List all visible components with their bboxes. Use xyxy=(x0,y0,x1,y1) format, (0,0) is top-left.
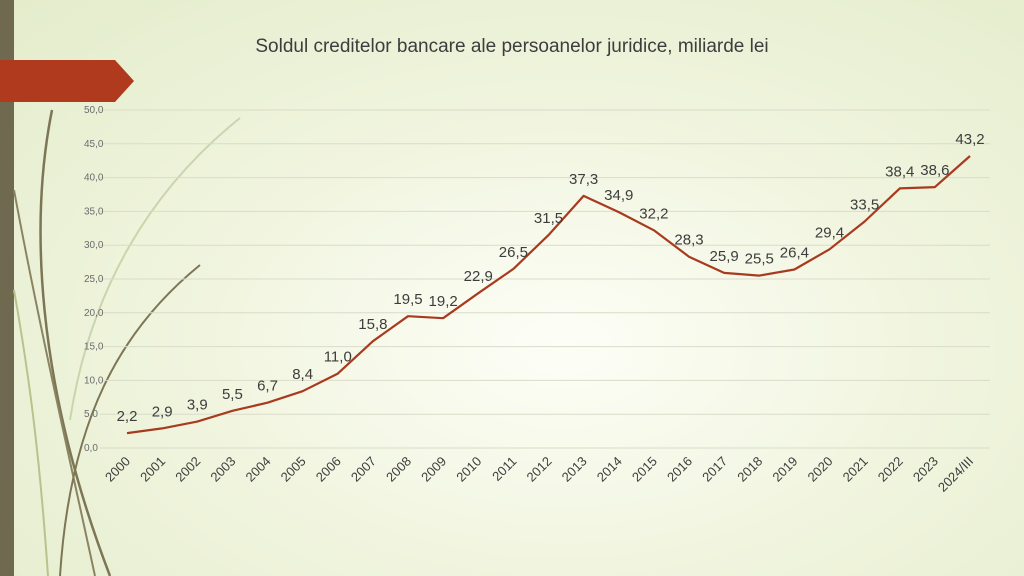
x-tick-label: 2018 xyxy=(734,454,765,485)
y-tick-label: 25,0 xyxy=(84,274,104,285)
x-tick-label: 2011 xyxy=(489,454,519,484)
x-tick-label: 2015 xyxy=(629,454,660,485)
data-label: 19,5 xyxy=(393,291,422,308)
x-tick-label: 2006 xyxy=(313,454,344,485)
data-label: 33,5 xyxy=(850,197,879,214)
y-tick-label: 5,0 xyxy=(84,409,98,420)
x-tick-label: 2002 xyxy=(172,454,203,485)
chart-title: Soldul creditelor bancare ale persoanelo… xyxy=(255,36,769,57)
data-label: 31,5 xyxy=(534,210,563,227)
y-tick-label: 50,0 xyxy=(84,105,104,116)
x-tick-label: 2024/III xyxy=(935,454,976,495)
y-tick-label: 45,0 xyxy=(84,139,104,150)
data-label: 32,2 xyxy=(639,205,668,222)
y-tick-label: 0,0 xyxy=(84,443,98,454)
data-label: 11,0 xyxy=(324,349,352,366)
data-label: 25,5 xyxy=(745,251,774,268)
red-arrow-decoration xyxy=(0,60,134,102)
data-label: 26,5 xyxy=(499,244,528,261)
x-tick-label: 2023 xyxy=(910,454,941,485)
data-label: 5,5 xyxy=(222,386,243,403)
x-tick-label: 2022 xyxy=(875,454,906,485)
x-tick-label: 2013 xyxy=(559,454,590,485)
y-tick-label: 30,0 xyxy=(84,240,104,251)
y-tick-label: 10,0 xyxy=(84,375,104,386)
y-tick-label: 40,0 xyxy=(84,173,104,184)
data-label: 29,4 xyxy=(815,224,844,241)
data-label: 43,2 xyxy=(955,131,984,148)
x-tick-label: 2019 xyxy=(769,454,800,485)
data-label: 6,7 xyxy=(257,378,278,395)
x-tick-label: 2008 xyxy=(383,454,414,485)
x-tick-label: 2016 xyxy=(664,454,695,485)
data-label: 28,3 xyxy=(674,232,703,249)
x-tick-label: 2021 xyxy=(840,454,871,485)
x-tick-label: 2003 xyxy=(207,454,238,485)
data-label: 2,9 xyxy=(152,403,173,420)
data-label: 26,4 xyxy=(780,245,809,262)
x-tick-label: 2012 xyxy=(524,454,555,485)
decorative-curves xyxy=(13,109,241,576)
side-decoration-bar xyxy=(0,0,14,576)
decorative-curve xyxy=(13,289,49,576)
x-tick-label: 2005 xyxy=(278,454,309,485)
data-label: 34,9 xyxy=(604,187,633,204)
data-label: 19,2 xyxy=(429,293,458,310)
data-label: 38,6 xyxy=(920,162,949,179)
decorative-curve xyxy=(39,109,112,576)
data-label: 2,2 xyxy=(117,408,138,425)
x-tick-label: 2020 xyxy=(805,454,836,485)
decorative-curve xyxy=(69,117,241,421)
x-tick-label: 2000 xyxy=(102,454,133,485)
y-tick-label: 15,0 xyxy=(84,342,104,353)
x-tick-label: 2009 xyxy=(418,454,449,485)
data-label: 38,4 xyxy=(885,163,914,180)
data-label: 8,4 xyxy=(292,366,313,383)
data-label: 3,9 xyxy=(187,397,208,414)
data-label: 37,3 xyxy=(569,171,598,188)
y-tick-label: 20,0 xyxy=(84,308,104,319)
data-label: 22,9 xyxy=(464,268,493,285)
decorative-curve xyxy=(13,189,96,576)
x-tick-label: 2001 xyxy=(137,454,168,485)
x-tick-label: 2017 xyxy=(699,454,730,485)
data-label: 25,9 xyxy=(710,248,739,265)
data-label: 15,8 xyxy=(358,316,387,333)
y-tick-label: 35,0 xyxy=(84,206,104,217)
series-line xyxy=(126,155,971,435)
decorative-curve xyxy=(59,264,201,576)
x-tick-label: 2004 xyxy=(243,454,274,485)
x-tick-label: 2010 xyxy=(453,454,484,485)
x-tick-label: 2007 xyxy=(348,454,379,485)
x-tick-label: 2014 xyxy=(594,454,625,485)
